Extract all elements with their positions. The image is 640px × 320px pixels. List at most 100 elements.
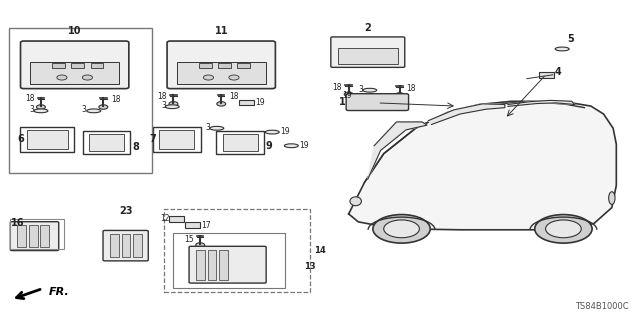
- Text: 18: 18: [230, 92, 239, 101]
- Ellipse shape: [165, 105, 179, 108]
- Polygon shape: [349, 101, 616, 230]
- Bar: [237, 63, 250, 68]
- FancyBboxPatch shape: [103, 230, 148, 261]
- Circle shape: [99, 105, 108, 109]
- Text: 18: 18: [406, 84, 416, 93]
- Circle shape: [57, 75, 67, 80]
- FancyBboxPatch shape: [10, 222, 59, 251]
- Bar: [239, 100, 254, 105]
- Bar: [110, 234, 119, 257]
- Text: 14: 14: [314, 246, 325, 255]
- Bar: [133, 234, 142, 257]
- Bar: [216, 131, 264, 155]
- Bar: [177, 62, 266, 84]
- Text: 1: 1: [339, 97, 346, 107]
- Bar: [52, 63, 65, 68]
- Circle shape: [545, 220, 581, 238]
- Bar: [207, 250, 216, 280]
- Bar: [26, 130, 68, 149]
- Bar: [91, 63, 103, 68]
- Ellipse shape: [363, 88, 377, 92]
- Circle shape: [395, 93, 404, 97]
- Text: 19: 19: [280, 127, 290, 136]
- Bar: [153, 127, 200, 152]
- Text: 15: 15: [184, 235, 194, 244]
- Ellipse shape: [210, 126, 224, 130]
- Circle shape: [229, 75, 239, 80]
- Text: 7: 7: [150, 134, 157, 144]
- Bar: [164, 209, 310, 292]
- Circle shape: [217, 102, 226, 106]
- Text: 18: 18: [111, 95, 120, 104]
- Text: 23: 23: [119, 205, 132, 215]
- Text: 3: 3: [81, 105, 86, 114]
- Text: 13: 13: [304, 262, 316, 271]
- Text: 5: 5: [567, 34, 574, 44]
- Bar: [185, 222, 200, 228]
- Polygon shape: [368, 122, 427, 179]
- Bar: [30, 62, 119, 84]
- Text: 3: 3: [29, 105, 35, 114]
- FancyBboxPatch shape: [331, 37, 404, 68]
- Text: 18: 18: [157, 92, 167, 101]
- Ellipse shape: [34, 109, 48, 113]
- Ellipse shape: [265, 130, 279, 134]
- Text: 18: 18: [332, 83, 342, 92]
- Text: 8: 8: [132, 142, 139, 152]
- Bar: [17, 225, 26, 247]
- Text: 4: 4: [554, 67, 561, 77]
- Ellipse shape: [555, 47, 569, 51]
- Ellipse shape: [350, 197, 362, 206]
- Ellipse shape: [284, 144, 298, 148]
- Bar: [122, 234, 131, 257]
- Bar: [72, 63, 84, 68]
- Ellipse shape: [87, 109, 100, 113]
- FancyBboxPatch shape: [20, 41, 129, 89]
- Bar: [351, 94, 366, 100]
- FancyBboxPatch shape: [346, 94, 408, 110]
- Polygon shape: [428, 104, 505, 124]
- Text: 19: 19: [342, 91, 352, 100]
- Bar: [159, 130, 194, 148]
- Circle shape: [384, 220, 419, 238]
- Text: 18: 18: [25, 94, 35, 103]
- Bar: [539, 72, 554, 77]
- Bar: [199, 63, 212, 68]
- Text: 3: 3: [358, 85, 364, 94]
- Ellipse shape: [609, 192, 615, 204]
- Text: 11: 11: [214, 26, 228, 36]
- FancyBboxPatch shape: [167, 41, 275, 89]
- Text: 3: 3: [205, 123, 211, 132]
- Text: 12: 12: [160, 214, 170, 223]
- Text: 9: 9: [266, 141, 273, 151]
- Bar: [20, 127, 74, 152]
- Bar: [40, 225, 49, 247]
- Circle shape: [344, 92, 353, 97]
- Text: 17: 17: [201, 220, 211, 229]
- Text: 16: 16: [11, 219, 24, 228]
- Bar: [173, 233, 285, 288]
- Bar: [9, 28, 152, 173]
- Text: 19: 19: [255, 98, 264, 107]
- Circle shape: [169, 102, 178, 106]
- Circle shape: [204, 75, 214, 80]
- Text: FR.: FR.: [49, 287, 70, 297]
- Text: 19: 19: [300, 140, 309, 149]
- Circle shape: [83, 75, 93, 80]
- Bar: [29, 225, 38, 247]
- Text: TS84B1000C: TS84B1000C: [575, 302, 629, 311]
- Bar: [169, 216, 184, 222]
- Bar: [196, 250, 205, 280]
- FancyBboxPatch shape: [189, 246, 266, 283]
- Bar: [338, 48, 397, 64]
- Text: 10: 10: [68, 26, 81, 36]
- Bar: [83, 131, 131, 155]
- Bar: [219, 250, 228, 280]
- Circle shape: [36, 105, 45, 109]
- Circle shape: [196, 243, 205, 247]
- Circle shape: [535, 215, 592, 243]
- Circle shape: [373, 215, 430, 243]
- Text: 2: 2: [364, 23, 371, 33]
- Bar: [89, 134, 124, 151]
- Text: 3: 3: [161, 101, 166, 110]
